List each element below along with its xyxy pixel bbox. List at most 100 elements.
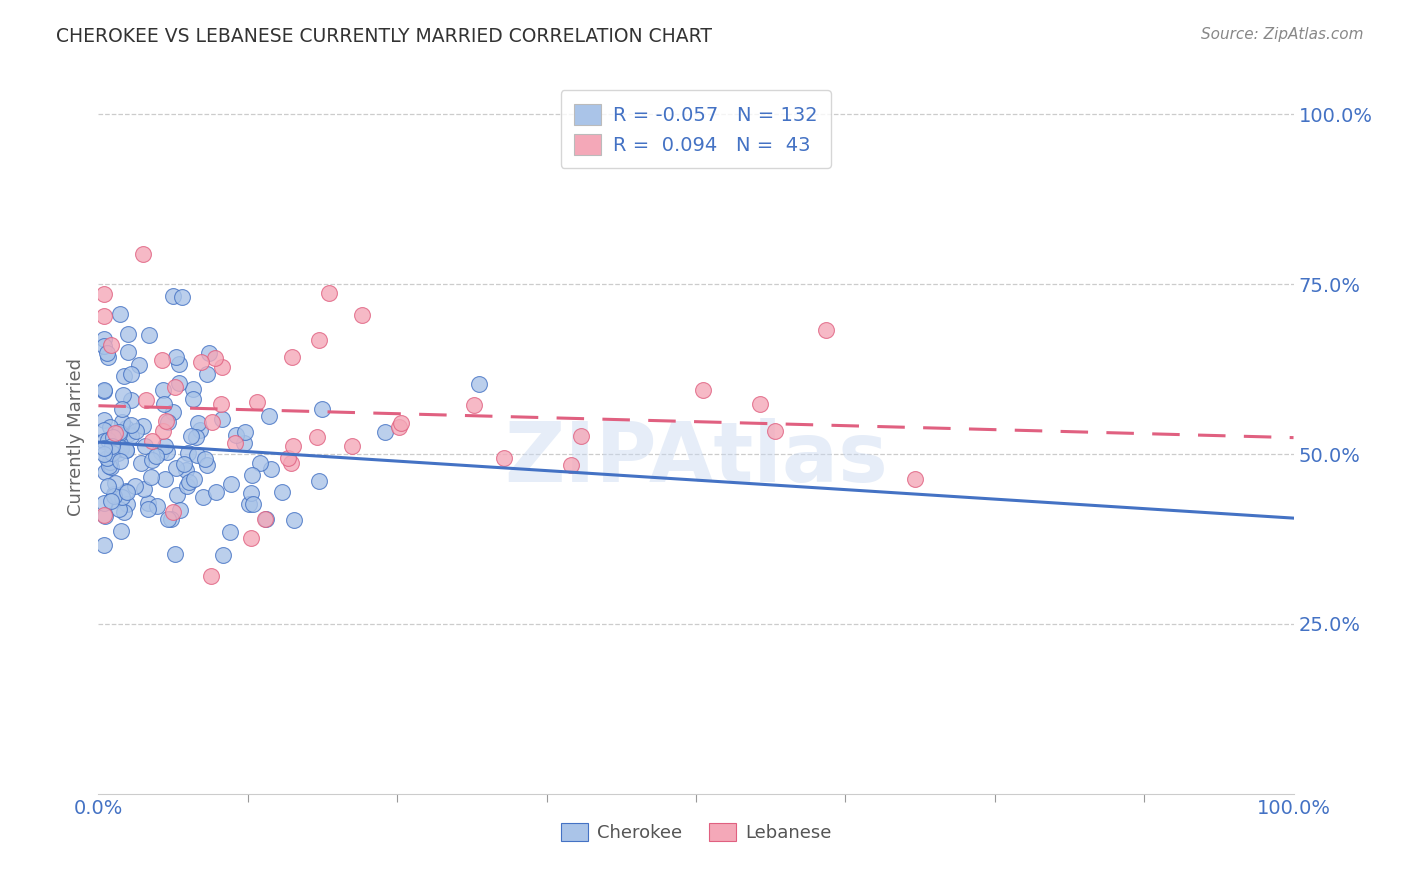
Point [181,382,204,396]
Point [253,512,276,526]
Point [305,430,328,444]
Point [136,496,159,510]
Point [100,494,122,508]
Point [110,307,132,321]
Point [165,460,187,475]
Point [110,441,132,455]
Point [238,497,260,511]
Point [163,547,186,561]
Point [100,455,122,469]
Point [198,345,221,359]
Point [188,423,211,437]
Point [165,350,187,364]
Point [139,469,162,483]
Point [120,428,142,442]
Point [201,415,224,429]
Point [97,458,120,473]
Point [115,442,138,457]
Point [167,357,190,371]
Point [246,395,269,409]
Point [186,448,208,462]
Point [111,490,134,504]
Point [200,568,222,582]
Point [93,333,115,347]
Point [132,418,155,433]
Point [233,425,256,439]
Point [763,424,786,438]
Point [224,436,246,450]
Point [180,429,202,443]
Point [93,384,115,398]
Point [117,427,139,442]
Point [167,376,190,391]
Point [152,424,174,438]
Point [219,525,242,540]
Point [308,333,330,347]
Point [157,415,180,429]
Point [138,327,160,342]
Point [110,442,132,456]
Point [492,451,515,466]
Point [176,479,198,493]
Point [281,350,304,364]
Point [254,512,277,526]
Point [124,479,146,493]
Point [194,452,217,467]
Point [153,397,176,411]
Point [211,548,233,562]
Text: ZIPAtlas: ZIPAtlas [503,418,889,499]
Point [184,429,207,443]
Point [181,392,204,406]
Point [169,502,191,516]
Point [103,487,125,501]
Point [129,456,152,470]
Point [93,496,115,510]
Point [121,392,143,407]
Point [134,482,156,496]
Point [155,414,177,428]
Point [120,417,142,432]
Point [156,512,179,526]
Point [240,485,263,500]
Point [173,457,195,471]
Point [560,458,582,473]
Point [145,449,167,463]
Point [101,430,124,444]
Point [259,409,281,424]
Point [97,479,120,493]
Point [136,501,159,516]
Point [162,404,184,418]
Point [96,450,118,465]
Point [112,368,135,383]
Point [108,502,131,516]
Point [150,352,173,367]
Point [93,538,115,552]
Point [101,446,124,460]
Point [176,463,198,477]
Text: CHEROKEE VS LEBANESE CURRENTLY MARRIED CORRELATION CHART: CHEROKEE VS LEBANESE CURRENTLY MARRIED C… [56,27,713,45]
Point [103,489,125,503]
Point [101,439,124,453]
Point [374,425,396,440]
Point [232,436,254,450]
Point [311,401,333,416]
Point [93,383,115,397]
Point [162,289,184,303]
Point [389,416,412,430]
Text: Source: ZipAtlas.com: Source: ZipAtlas.com [1201,27,1364,42]
Point [156,445,179,459]
Point [111,402,134,417]
Point [209,397,232,411]
Point [98,455,121,469]
Point [120,368,142,382]
Point [110,524,132,539]
Point [219,477,242,491]
Point [110,415,132,429]
Point [104,476,127,491]
Point [107,426,129,441]
Point [94,465,117,479]
Point [240,467,263,482]
Point [115,485,138,500]
Point [100,337,122,351]
Point [388,420,411,434]
